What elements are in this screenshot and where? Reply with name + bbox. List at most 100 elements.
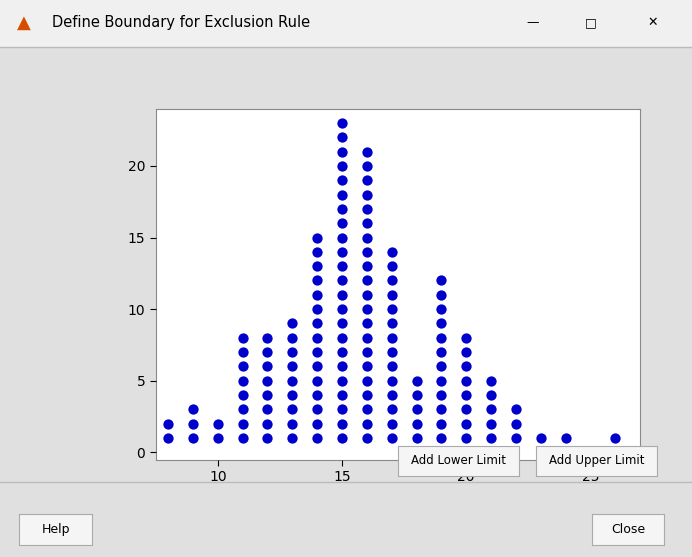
Point bbox=[461, 377, 472, 385]
Text: —: — bbox=[526, 16, 538, 29]
Text: Add Lower Limit: Add Lower Limit bbox=[411, 455, 506, 467]
Point bbox=[386, 333, 397, 342]
Point bbox=[188, 433, 199, 442]
Point bbox=[436, 377, 447, 385]
Point bbox=[386, 276, 397, 285]
Point bbox=[188, 419, 199, 428]
Point bbox=[386, 262, 397, 271]
Point bbox=[262, 333, 273, 342]
Point bbox=[311, 348, 322, 356]
Point bbox=[361, 419, 372, 428]
Point bbox=[262, 377, 273, 385]
Point bbox=[361, 305, 372, 314]
Point bbox=[511, 419, 522, 428]
Point bbox=[361, 362, 372, 371]
Point bbox=[411, 405, 422, 414]
Point bbox=[237, 377, 248, 385]
Point bbox=[361, 319, 372, 328]
Point bbox=[461, 362, 472, 371]
Point bbox=[361, 433, 372, 442]
Point bbox=[386, 290, 397, 299]
Text: ▲: ▲ bbox=[17, 14, 31, 32]
Point bbox=[286, 405, 298, 414]
Point bbox=[311, 405, 322, 414]
Point bbox=[237, 390, 248, 399]
Point bbox=[361, 162, 372, 170]
Point bbox=[361, 276, 372, 285]
Point bbox=[336, 276, 347, 285]
Point bbox=[262, 348, 273, 356]
Point bbox=[311, 333, 322, 342]
Point bbox=[336, 233, 347, 242]
Point bbox=[286, 348, 298, 356]
Point bbox=[311, 290, 322, 299]
Point bbox=[262, 362, 273, 371]
Point bbox=[286, 377, 298, 385]
Point bbox=[461, 433, 472, 442]
Point bbox=[411, 433, 422, 442]
Point bbox=[286, 319, 298, 328]
Point bbox=[436, 433, 447, 442]
Point bbox=[461, 333, 472, 342]
Point bbox=[361, 390, 372, 399]
Point bbox=[361, 405, 372, 414]
Point bbox=[286, 333, 298, 342]
Point bbox=[486, 433, 497, 442]
Text: Close: Close bbox=[611, 523, 645, 536]
Point bbox=[336, 290, 347, 299]
Point bbox=[361, 377, 372, 385]
Point bbox=[336, 362, 347, 371]
Point bbox=[336, 133, 347, 141]
Point bbox=[461, 348, 472, 356]
Point bbox=[286, 419, 298, 428]
Point bbox=[436, 333, 447, 342]
Point bbox=[436, 276, 447, 285]
Point bbox=[336, 190, 347, 199]
Point bbox=[237, 362, 248, 371]
Point bbox=[237, 419, 248, 428]
Point bbox=[386, 377, 397, 385]
Point bbox=[436, 348, 447, 356]
Point bbox=[386, 319, 397, 328]
Point bbox=[386, 305, 397, 314]
Point bbox=[286, 433, 298, 442]
Point bbox=[311, 433, 322, 442]
Point bbox=[436, 419, 447, 428]
Point bbox=[386, 419, 397, 428]
Point bbox=[411, 419, 422, 428]
Point bbox=[461, 419, 472, 428]
Point bbox=[361, 204, 372, 213]
Point bbox=[461, 405, 472, 414]
Point bbox=[486, 405, 497, 414]
Point bbox=[361, 219, 372, 228]
Point bbox=[411, 377, 422, 385]
Point bbox=[361, 333, 372, 342]
Point bbox=[361, 348, 372, 356]
Point bbox=[262, 390, 273, 399]
Point bbox=[461, 390, 472, 399]
Point bbox=[386, 390, 397, 399]
Point bbox=[212, 419, 224, 428]
Point bbox=[237, 433, 248, 442]
Point bbox=[486, 419, 497, 428]
Point bbox=[336, 204, 347, 213]
Point bbox=[262, 419, 273, 428]
Point bbox=[311, 319, 322, 328]
Point bbox=[386, 247, 397, 256]
Point bbox=[560, 433, 571, 442]
Point bbox=[336, 305, 347, 314]
Point bbox=[436, 390, 447, 399]
Point bbox=[212, 433, 224, 442]
Point bbox=[361, 176, 372, 185]
Point bbox=[436, 319, 447, 328]
Point bbox=[311, 419, 322, 428]
Point bbox=[361, 262, 372, 271]
Point bbox=[286, 390, 298, 399]
Text: Define Boundary for Exclusion Rule: Define Boundary for Exclusion Rule bbox=[52, 15, 310, 30]
Point bbox=[336, 419, 347, 428]
Point bbox=[610, 433, 621, 442]
Point bbox=[336, 433, 347, 442]
Point bbox=[163, 419, 174, 428]
Point bbox=[386, 362, 397, 371]
Point bbox=[286, 362, 298, 371]
